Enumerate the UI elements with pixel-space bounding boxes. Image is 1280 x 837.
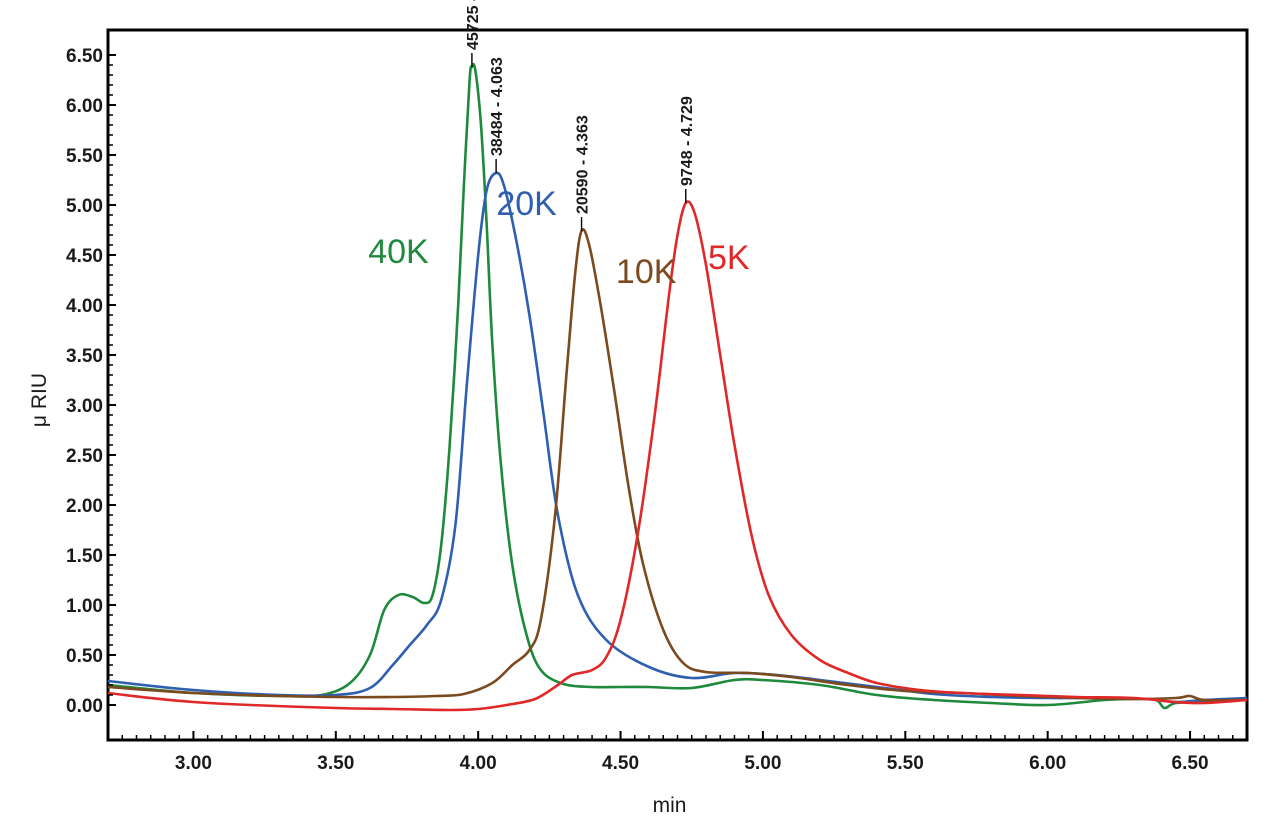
x-tick-label: 5.00 [744,753,781,774]
series-label-10k: 10K [616,253,677,291]
series-label-20k: 20K [496,185,557,223]
series-line-40k [107,62,1248,710]
y-tick-label: 4.50 [66,246,103,267]
series-label-5k: 5K [708,239,750,277]
peak-label-5k: 9748 - 4.729 [679,96,696,186]
series-line-5k [107,200,1248,712]
y-tick-label: 4.00 [66,296,103,317]
peak-label-20k: 38484 - 4.063 [489,57,506,156]
peak-label-10k: 20590 - 4.363 [575,115,592,214]
y-tick-label: 2.50 [66,446,103,467]
series-line-20k [107,171,1248,704]
y-tick-label: 5.50 [66,146,103,167]
peak-label-40k: 45725 - 3.978 [465,0,482,50]
y-tick-label: 0.00 [66,696,103,717]
peak-annotations: 45725 - 3.978 38484 - 4.063 20590 - 4.363 9… [465,0,696,231]
x-tick-label: 5.50 [887,753,924,774]
x-tick-label: 6.00 [1029,753,1066,774]
series-labels: 40K 20K 10K 5K [368,185,750,291]
x-tick-label: 3.50 [317,753,354,774]
y-tick-label: 1.50 [66,546,103,567]
y-axis: 0.00 0.50 1.00 1.50 2.00 2.50 3.00 3.50 4.00 4.50… [66,46,116,717]
series-label-40k: 40K [368,233,429,271]
y-tick-label: 3.50 [66,346,103,367]
y-tick-label: 3.00 [66,396,103,417]
x-tick-label: 4.00 [460,753,497,774]
plot-frame [106,28,1249,742]
y-tick-label: 1.00 [66,596,103,617]
series-lines [107,62,1248,712]
y-tick-label: 5.00 [66,196,103,217]
y-tick-label: 0.50 [66,646,103,667]
y-tick-label: 2.00 [66,496,103,517]
series-line-10k [107,228,1248,702]
y-tick-label: 6.00 [66,96,103,117]
y-tick-label: 6.50 [66,46,103,67]
x-axis: 3.00 3.50 4.00 4.50 5.00 5.50 6.00 6.50 [107,731,1248,774]
y-axis-title: μ RIU [28,373,51,427]
x-tick-label: 3.00 [175,753,212,774]
x-axis-title: min [653,794,687,817]
x-tick-label: 6.50 [1172,753,1209,774]
x-tick-label: 4.50 [602,753,639,774]
